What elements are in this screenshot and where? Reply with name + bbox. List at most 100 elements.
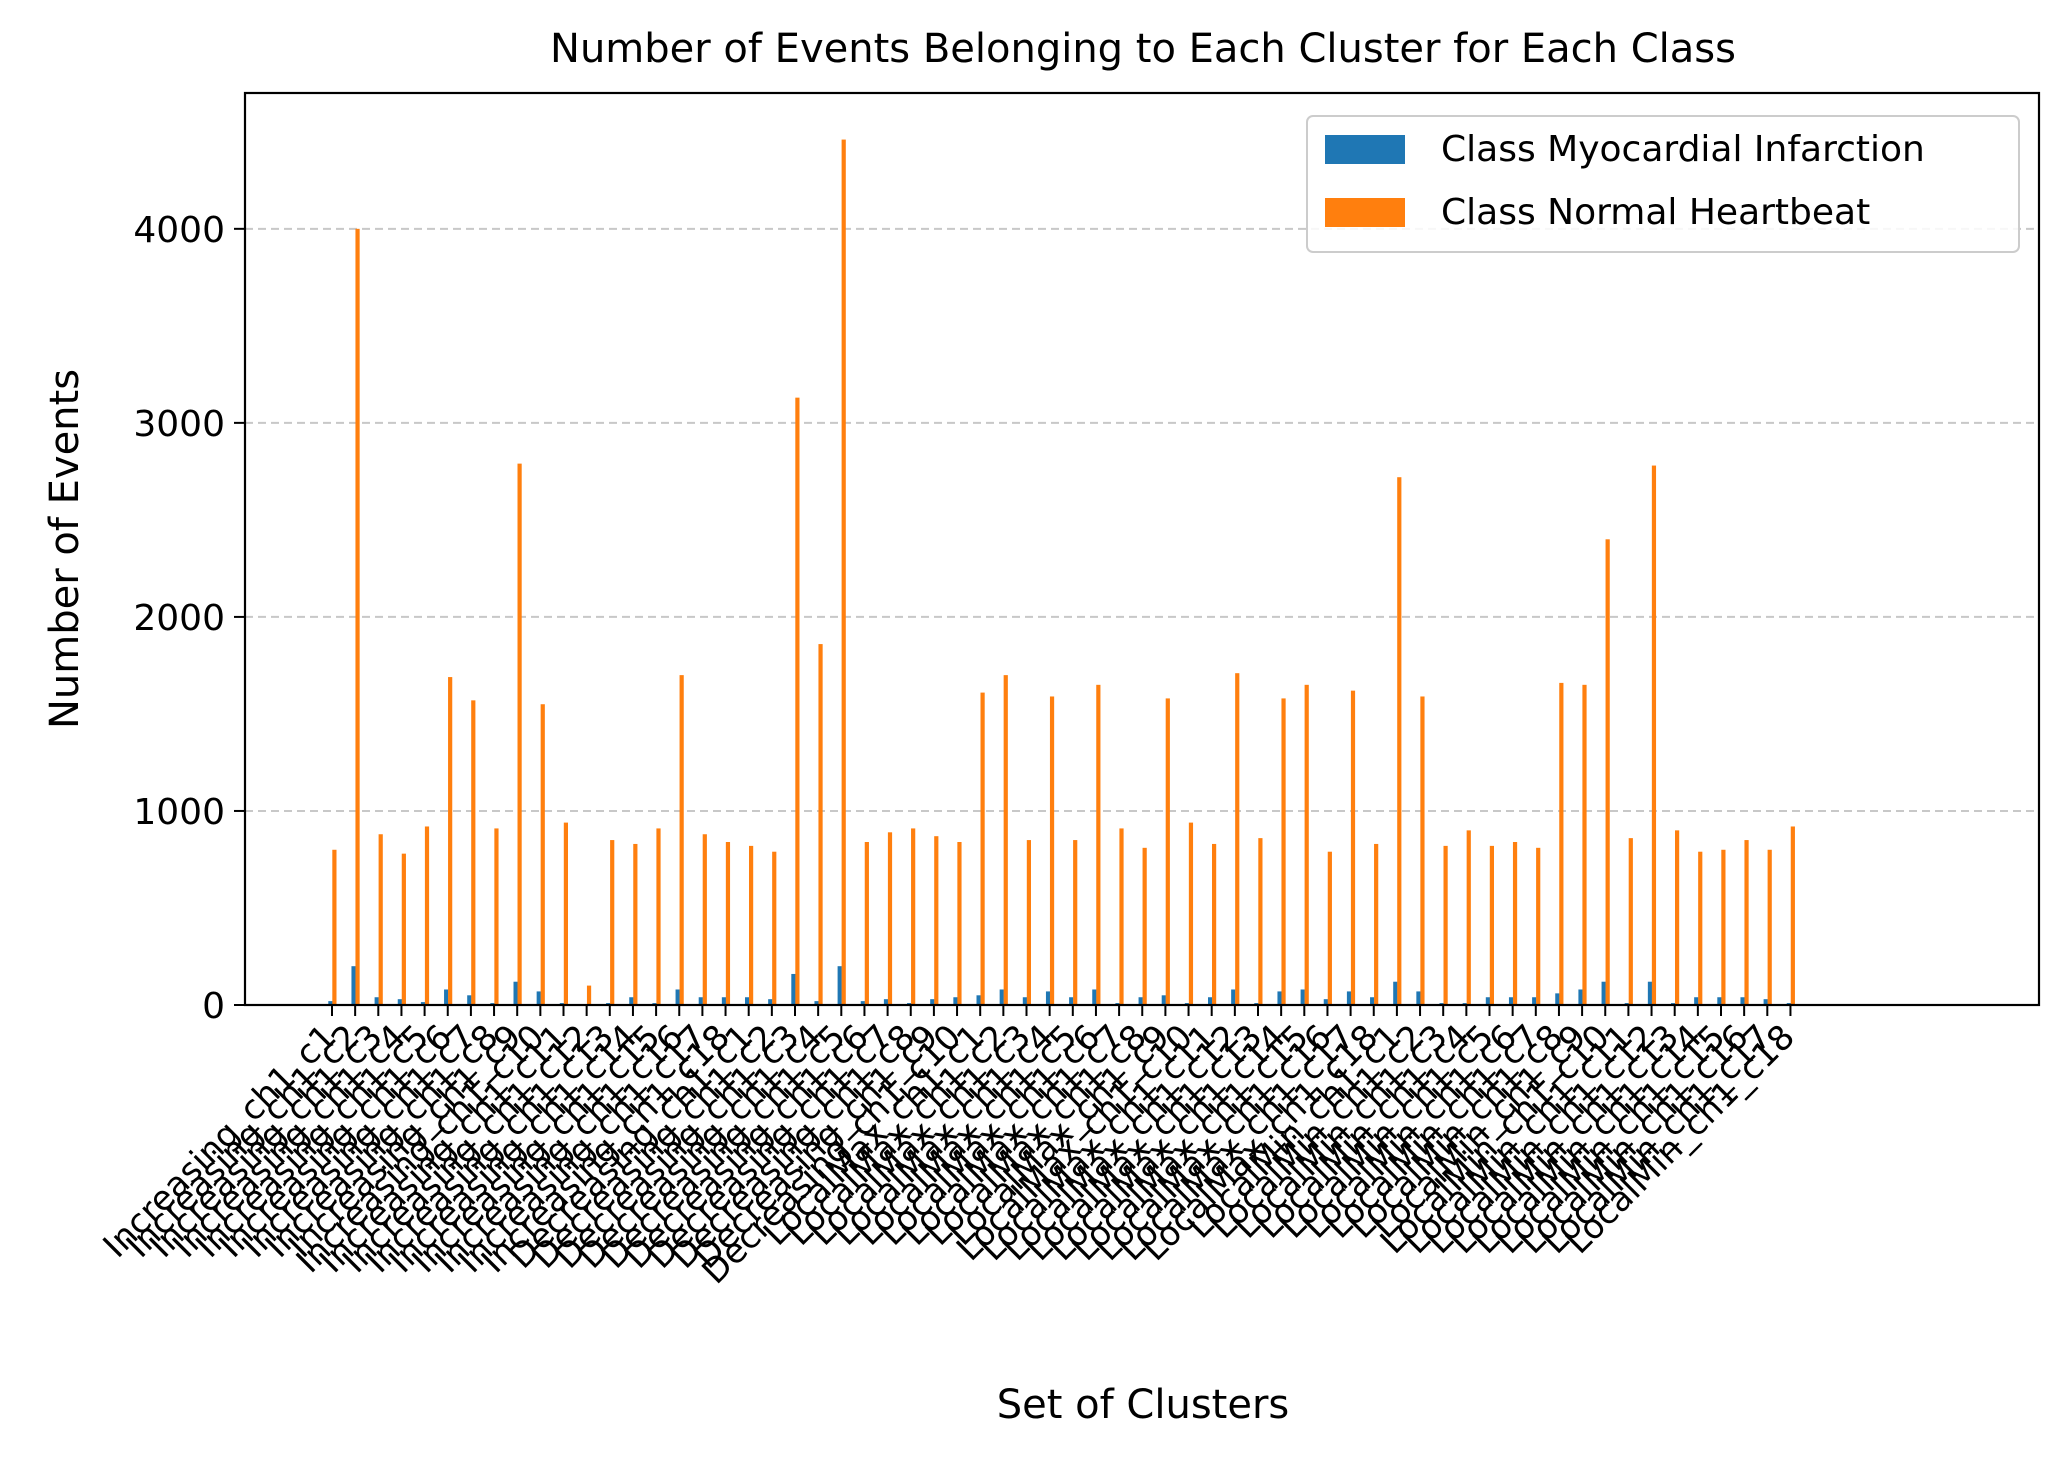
- bar-myocardial-infarction: [999, 989, 1004, 1005]
- bar-normal-heartbeat: [1165, 698, 1170, 1005]
- bar-normal-heartbeat: [1536, 847, 1541, 1005]
- bar-myocardial-infarction: [467, 995, 472, 1005]
- bar-normal-heartbeat: [586, 985, 592, 1005]
- bar-normal-heartbeat: [818, 644, 823, 1005]
- bar-normal-heartbeat: [1767, 849, 1772, 1005]
- bar-myocardial-infarction: [745, 997, 750, 1005]
- bar-normal-heartbeat: [1119, 828, 1124, 1005]
- bar-normal-heartbeat: [957, 842, 962, 1005]
- bar-normal-heartbeat: [424, 826, 430, 1005]
- bar-normal-heartbeat: [1304, 684, 1309, 1005]
- bar-myocardial-infarction: [444, 989, 449, 1005]
- y-tick-label: 4000: [133, 210, 225, 251]
- bar-normal-heartbeat: [471, 700, 476, 1005]
- bar-myocardial-infarction: [1485, 997, 1490, 1005]
- bar-myocardial-infarction: [768, 999, 773, 1005]
- bar-myocardial-infarction: [1393, 981, 1398, 1005]
- bar-normal-heartbeat: [725, 842, 731, 1005]
- bar-myocardial-infarction: [420, 1002, 426, 1005]
- bar-myocardial-infarction: [351, 966, 356, 1005]
- bar-normal-heartbeat: [980, 692, 985, 1005]
- bar-normal-heartbeat: [1142, 847, 1147, 1005]
- y-tick-label: 2000: [133, 598, 225, 639]
- bar-myocardial-infarction: [1532, 997, 1537, 1005]
- bar-myocardial-infarction: [1069, 997, 1074, 1005]
- legend-label-myocardial-infarction: Class Myocardial Infarction: [1441, 129, 1925, 170]
- bar-myocardial-infarction: [675, 989, 680, 1005]
- bar-myocardial-infarction: [513, 981, 518, 1005]
- chart-title: Number of Events Belonging to Each Clust…: [550, 26, 1736, 72]
- bar-myocardial-infarction: [1161, 995, 1166, 1005]
- bar-normal-heartbeat: [841, 139, 846, 1006]
- bar-myocardial-infarction: [328, 1001, 333, 1005]
- bar-myocardial-infarction: [883, 999, 889, 1005]
- x-axis-label: Set of Clusters: [997, 1382, 1289, 1428]
- bar-normal-heartbeat: [1512, 842, 1518, 1005]
- bar-normal-heartbeat: [1212, 843, 1217, 1005]
- bar-myocardial-infarction: [791, 973, 796, 1005]
- bar-myocardial-infarction: [629, 997, 634, 1005]
- bar-myocardial-infarction: [1346, 991, 1352, 1005]
- bar-myocardial-infarction: [1578, 989, 1583, 1005]
- bar-normal-heartbeat: [1651, 465, 1657, 1005]
- bar-normal-heartbeat: [1790, 826, 1795, 1005]
- bar-myocardial-infarction: [1763, 999, 1768, 1005]
- bar-normal-heartbeat: [1003, 675, 1008, 1005]
- bar-normal-heartbeat: [1188, 822, 1194, 1005]
- bar-myocardial-infarction: [837, 966, 842, 1005]
- bar-normal-heartbeat: [749, 845, 754, 1005]
- bar-normal-heartbeat: [702, 834, 707, 1005]
- bar-normal-heartbeat: [1235, 673, 1240, 1005]
- y-axis-ticks: 0 1000 2000 3000 4000: [133, 210, 245, 1027]
- bar-myocardial-infarction: [1300, 989, 1305, 1005]
- bar-normal-heartbeat: [1073, 840, 1078, 1005]
- bar-normal-heartbeat: [1675, 830, 1680, 1005]
- bar-myocardial-infarction: [930, 999, 935, 1005]
- bar-normal-heartbeat: [772, 851, 777, 1005]
- bar-normal-heartbeat: [864, 842, 869, 1005]
- bar-normal-heartbeat: [1049, 696, 1055, 1005]
- bar-normal-heartbeat: [1744, 840, 1749, 1005]
- bar-myocardial-infarction: [1045, 991, 1051, 1005]
- bar-normal-heartbeat: [1605, 539, 1610, 1005]
- bar-normal-heartbeat: [401, 853, 406, 1005]
- x-axis-ticks: Increasing_ch1_c1Increasing_ch1_c2Increa…: [96, 1005, 1803, 1292]
- bar-normal-heartbeat: [494, 828, 499, 1005]
- bar-normal-heartbeat: [1397, 477, 1402, 1006]
- bar-normal-heartbeat: [1374, 843, 1379, 1005]
- bar-myocardial-infarction: [1647, 981, 1653, 1005]
- bar-normal-heartbeat: [563, 822, 568, 1005]
- bar-myocardial-infarction: [860, 1001, 865, 1005]
- legend-label-normal-heartbeat: Class Normal Heartbeat: [1441, 192, 1870, 233]
- bar-normal-heartbeat: [1628, 838, 1633, 1005]
- bar-myocardial-infarction: [1416, 991, 1421, 1005]
- bar-myocardial-infarction: [698, 997, 703, 1005]
- bar-myocardial-infarction: [1555, 993, 1560, 1005]
- bar-normal-heartbeat: [355, 228, 360, 1006]
- y-tick-label: 3000: [133, 404, 225, 445]
- bar-myocardial-infarction: [1508, 997, 1514, 1005]
- bar-myocardial-infarction: [976, 995, 981, 1005]
- bar-myocardial-infarction: [1370, 997, 1375, 1005]
- bar-normal-heartbeat: [1281, 698, 1286, 1005]
- bar-normal-heartbeat: [1443, 845, 1448, 1005]
- legend-swatch-normal-heartbeat: [1325, 198, 1405, 227]
- bar-normal-heartbeat: [448, 677, 453, 1005]
- bar-myocardial-infarction: [1208, 997, 1213, 1005]
- y-tick-label: 1000: [133, 792, 225, 833]
- bar-normal-heartbeat: [517, 463, 522, 1005]
- bar-normal-heartbeat: [1466, 830, 1471, 1005]
- bar-normal-heartbeat: [1258, 838, 1263, 1005]
- legend-frame: [1306, 115, 2020, 253]
- bar-normal-heartbeat: [1559, 682, 1564, 1005]
- bar-normal-heartbeat: [1327, 851, 1332, 1005]
- bar-normal-heartbeat: [1096, 684, 1101, 1005]
- bar-normal-heartbeat: [332, 849, 337, 1005]
- bar-normal-heartbeat: [1582, 684, 1587, 1005]
- bar-normal-heartbeat: [378, 834, 383, 1005]
- bars: [328, 139, 1795, 1006]
- bar-normal-heartbeat: [656, 828, 661, 1005]
- bar-myocardial-infarction: [1277, 991, 1282, 1005]
- bar-normal-heartbeat: [610, 840, 615, 1005]
